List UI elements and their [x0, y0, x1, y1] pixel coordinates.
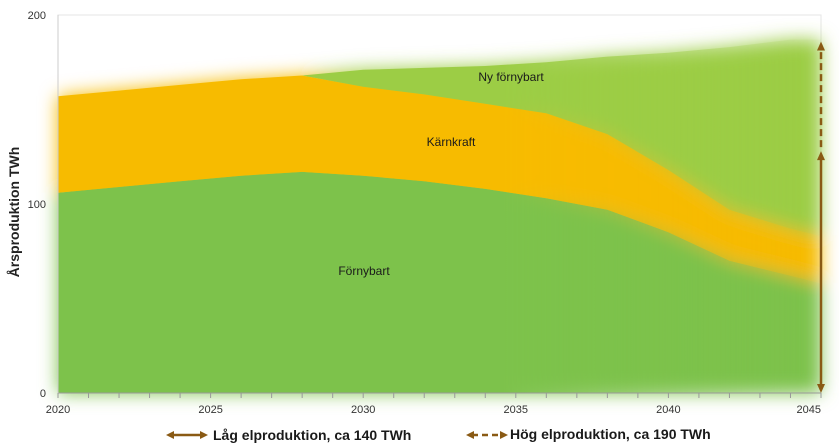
x-tick-label: 2025	[198, 404, 222, 416]
legend-high-arrow-right	[500, 431, 508, 439]
legend: Låg elproduktion, ca 140 TWh Hög elprodu…	[166, 426, 711, 443]
area-karnkraft	[58, 75, 821, 284]
area-label-ny-fornybart: Ny förnybart	[478, 70, 544, 84]
range-marker-high-arrow	[817, 41, 825, 51]
area-ny-fornybart	[58, 39, 821, 237]
area-label-karnkraft: Kärnkraft	[427, 135, 476, 149]
x-tick-label: 2020	[46, 404, 70, 416]
legend-item-low: Låg elproduktion, ca 140 TWh	[166, 427, 411, 443]
x-ticks: 2020 2025 2030 2035 2040 2045	[46, 393, 822, 416]
legend-item-high: Hög elproduktion, ca 190 TWh	[466, 426, 711, 442]
areas	[58, 39, 821, 393]
y-axis-label: Årsproduktion TWh	[6, 147, 22, 278]
range-marker-low-arrow-bottom	[817, 384, 825, 393]
y-ticks: 0 100 200	[28, 10, 46, 400]
x-tick-label: 2040	[656, 404, 680, 416]
x-tick-label: 2045	[797, 404, 821, 416]
x-tick-label: 2030	[351, 404, 375, 416]
range-marker-low-arrow	[817, 151, 825, 161]
legend-low-arrow-left	[166, 431, 174, 439]
legend-high-text: Hög elproduktion, ca 190 TWh	[510, 426, 711, 442]
range-markers	[817, 41, 825, 393]
area-fornybart	[58, 171, 821, 393]
y-tick-label: 200	[28, 10, 46, 22]
legend-high-arrow-left	[466, 431, 474, 439]
y-tick-label: 100	[28, 199, 46, 211]
legend-low-arrow-right	[200, 431, 208, 439]
y-tick-label: 0	[40, 388, 46, 400]
x-tick-label: 2035	[504, 404, 528, 416]
area-label-fornybart: Förnybart	[338, 264, 390, 278]
legend-low-text: Låg elproduktion, ca 140 TWh	[213, 427, 411, 443]
